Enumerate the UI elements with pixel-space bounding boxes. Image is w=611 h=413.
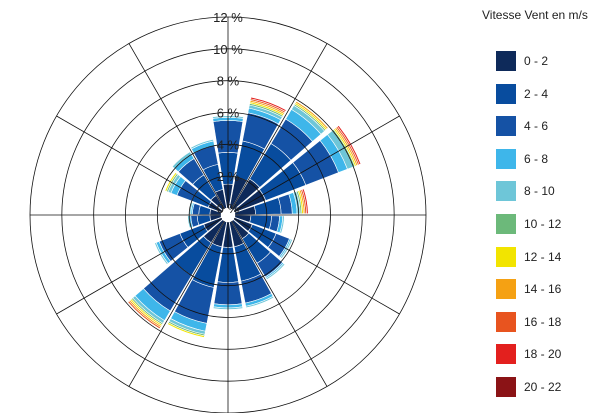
radial-tick-label: 0 % bbox=[217, 201, 240, 216]
legend-label: 12 - 14 bbox=[524, 249, 562, 264]
legend-swatch bbox=[496, 311, 516, 332]
petal-segment-dir80-bin9 bbox=[301, 188, 309, 214]
legend-swatch bbox=[496, 214, 516, 234]
legend-swatch bbox=[496, 344, 516, 365]
legend-swatch bbox=[496, 116, 516, 137]
legend-item: 2 - 4 bbox=[496, 83, 549, 104]
legend-label: 6 - 8 bbox=[524, 151, 549, 166]
legend-item: 8 - 10 bbox=[496, 181, 555, 202]
legend-item: 12 - 14 bbox=[496, 246, 562, 267]
petal-segment-dir240-bin4 bbox=[154, 242, 169, 265]
petal-segment-dir60-bin9 bbox=[336, 125, 362, 165]
legend-swatch bbox=[496, 83, 516, 104]
legend-label: 0 - 2 bbox=[524, 54, 549, 68]
petal-segment-dir160-bin4 bbox=[245, 295, 275, 309]
radial-tick-label: 12 % bbox=[213, 10, 243, 25]
legend-item: 18 - 20 bbox=[496, 344, 562, 365]
petal-segment-dir340-bin4 bbox=[190, 139, 214, 150]
radial-tick-label: 2 % bbox=[217, 169, 240, 184]
petal-segment-dir40-bin7 bbox=[295, 100, 329, 130]
radial-tick-label: 8 % bbox=[217, 74, 240, 89]
center-hub bbox=[221, 208, 235, 222]
grid-spoke-210 bbox=[128, 220, 225, 387]
petal-segment-dir220-bin8 bbox=[127, 300, 161, 330]
legend-label: 4 - 6 bbox=[524, 119, 549, 134]
legend-item: 14 - 16 bbox=[496, 279, 562, 300]
petal-segment-dir100-bin4 bbox=[279, 215, 285, 234]
legend-item: 16 - 18 bbox=[496, 311, 562, 332]
polar-grid bbox=[29, 16, 427, 413]
legend-swatch bbox=[496, 279, 516, 300]
legend-swatch bbox=[496, 148, 516, 169]
petal-segment-dir200-bin6 bbox=[167, 322, 205, 338]
legend-item: 0 - 2 bbox=[496, 51, 548, 71]
grid-spoke-120 bbox=[233, 218, 400, 315]
legend-label: 8 - 10 bbox=[524, 184, 555, 199]
wind-rose-petals bbox=[127, 96, 362, 338]
legend-label: 20 - 22 bbox=[524, 380, 562, 394]
radial-tick-labels: 0 % 2 % 4 % 6 % 8 % 10 % 12 % bbox=[213, 10, 243, 216]
legend-label: 2 - 4 bbox=[524, 86, 549, 101]
legend-item: 20 - 22 bbox=[496, 377, 561, 397]
petal-segment-dir140-bin4 bbox=[265, 263, 286, 281]
radial-tick-label: 10 % bbox=[213, 42, 243, 57]
legend-swatch bbox=[496, 246, 516, 267]
legend-swatch bbox=[496, 181, 516, 202]
grid-spoke-330 bbox=[128, 43, 225, 210]
grid-spoke-240 bbox=[56, 218, 223, 315]
petal-segment-dir20-bin9 bbox=[250, 96, 287, 112]
legend-label: 10 - 12 bbox=[524, 217, 562, 231]
grid-spoke-150 bbox=[231, 220, 328, 387]
legend-item: 10 - 12 bbox=[496, 214, 561, 234]
grid-spoke-60 bbox=[233, 115, 400, 212]
legend-swatch bbox=[496, 377, 516, 397]
grid-spoke-30 bbox=[231, 43, 328, 210]
legend-swatch bbox=[496, 51, 516, 71]
legend-label: 18 - 20 bbox=[524, 347, 562, 362]
grid-spoke-300 bbox=[56, 115, 223, 212]
legend-label: 16 - 18 bbox=[524, 314, 562, 329]
legend-label: 14 - 16 bbox=[524, 282, 562, 297]
legend-title: Vitesse Vent en m/s bbox=[482, 8, 588, 22]
legend-item: 4 - 6 bbox=[496, 116, 549, 137]
radial-tick-label: 4 % bbox=[217, 137, 240, 152]
radial-tick-label: 6 % bbox=[217, 106, 240, 121]
legend-item: 6 - 8 bbox=[496, 148, 549, 169]
